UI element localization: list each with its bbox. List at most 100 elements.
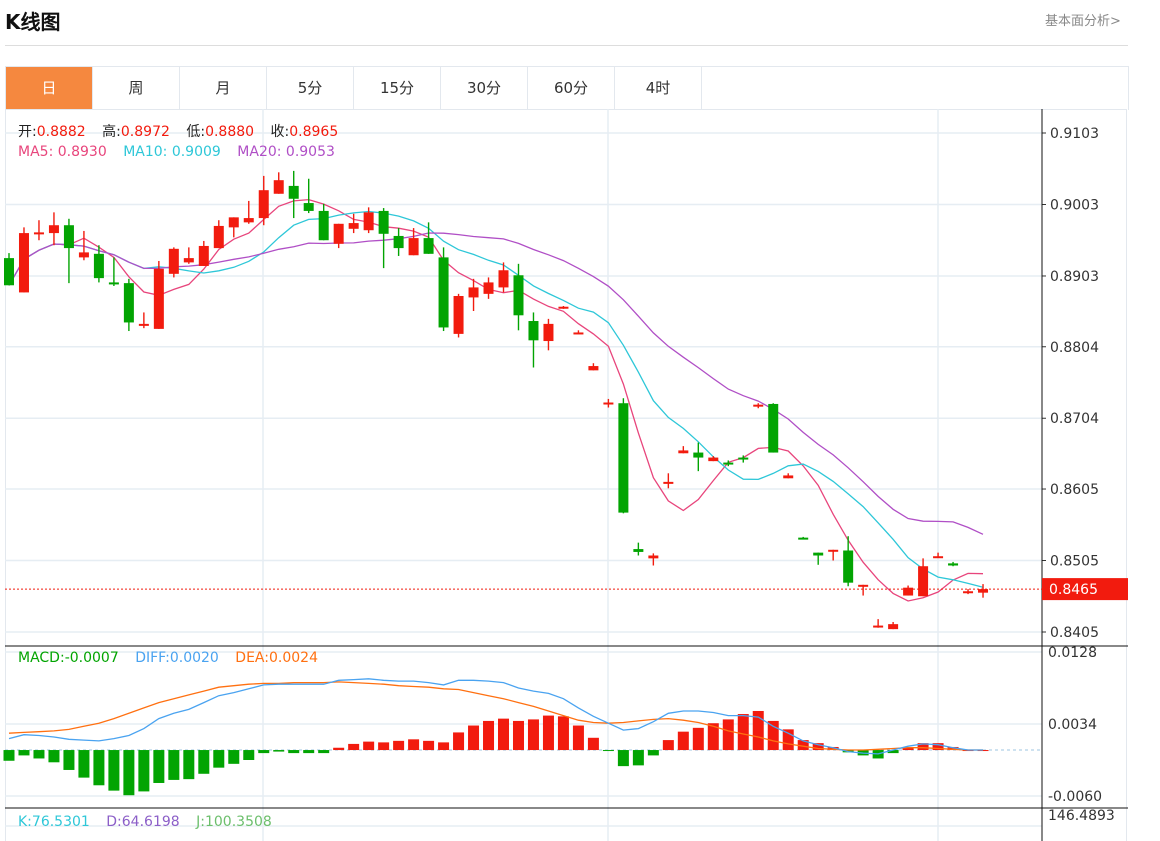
- candle: [258, 175, 269, 226]
- dea-legend-item: DEA:0.0024: [235, 650, 318, 666]
- candle-body: [258, 190, 269, 219]
- dea-label: DEA:: [235, 650, 269, 666]
- macd-bar: [677, 731, 689, 751]
- chart-area[interactable]: [5, 109, 1127, 841]
- macd-bar: [393, 740, 405, 751]
- k-value: 76.5301: [31, 814, 90, 830]
- candle: [873, 619, 884, 628]
- candle: [858, 584, 869, 596]
- candle: [768, 403, 779, 453]
- candle-body: [183, 258, 194, 263]
- candle-body: [708, 457, 719, 462]
- tab-month[interactable]: 月: [180, 67, 267, 110]
- candle-body: [273, 180, 284, 194]
- candle: [543, 318, 554, 351]
- candle-body: [303, 203, 314, 211]
- candle: [618, 398, 629, 514]
- macd-bar: [647, 750, 659, 756]
- macd-value: -0.0007: [64, 650, 119, 666]
- candle-body: [333, 223, 344, 244]
- tab-day[interactable]: 日: [6, 67, 93, 110]
- candle: [228, 217, 239, 238]
- candle-body: [588, 366, 599, 371]
- candle-body: [468, 287, 479, 298]
- tab-5min[interactable]: 5分: [267, 67, 354, 110]
- last-price-label: 0.8465: [1049, 582, 1098, 598]
- candle: [4, 253, 14, 286]
- candle-body: [903, 587, 914, 596]
- candle-body: [693, 452, 704, 458]
- low-value: 0.8880: [205, 124, 255, 140]
- candle-body: [393, 235, 404, 249]
- tab-30min[interactable]: 30分: [441, 67, 528, 110]
- candle-body: [18, 233, 29, 293]
- candle: [423, 222, 434, 254]
- macd-bar: [917, 743, 929, 751]
- candle: [903, 585, 914, 596]
- candle-body: [858, 584, 869, 587]
- candle-body: [738, 457, 749, 460]
- macd-bar: [168, 750, 180, 780]
- candle: [48, 212, 59, 246]
- candle: [723, 460, 734, 467]
- macd-bar: [947, 746, 959, 751]
- candle: [468, 278, 479, 312]
- candle: [978, 584, 989, 598]
- d-legend-item: D:64.6198: [106, 814, 179, 830]
- candle: [108, 257, 119, 286]
- candle-body: [888, 624, 899, 630]
- candle: [663, 473, 674, 489]
- dea-value: 0.0024: [268, 650, 318, 666]
- candle-body: [663, 481, 674, 484]
- candle-body: [723, 462, 734, 465]
- macd-bar: [453, 732, 465, 751]
- candle: [708, 456, 719, 462]
- candle: [378, 208, 389, 269]
- candle: [453, 293, 464, 338]
- candle: [648, 553, 659, 566]
- ma5-line: [8, 198, 984, 602]
- macd-bar: [887, 750, 899, 754]
- macd-bar: [722, 719, 734, 751]
- candle: [588, 363, 599, 371]
- macd-bar: [498, 718, 510, 751]
- candle: [948, 561, 959, 567]
- kdj-legend: K:76.5301 D:64.6198 J:100.3508: [18, 814, 272, 830]
- candle-body: [633, 549, 644, 552]
- macd-bar: [527, 719, 539, 751]
- candle: [78, 230, 89, 261]
- divider: [5, 45, 1128, 46]
- candle-body: [33, 232, 44, 235]
- macd-bar: [288, 750, 300, 754]
- high-value: 0.8972: [120, 124, 170, 140]
- macd-bar: [408, 739, 420, 751]
- ma5-value: 0.8930: [57, 144, 107, 160]
- tab-15min[interactable]: 15分: [354, 67, 441, 110]
- fundamental-analysis-link[interactable]: 基本面分析>: [1045, 14, 1121, 29]
- macd-bar: [572, 725, 584, 751]
- ma10-legend: MA10: 0.9009: [123, 144, 221, 160]
- macd-bar: [108, 750, 120, 791]
- candle-body: [528, 321, 539, 341]
- candle-body: [423, 238, 434, 254]
- candle-body: [138, 323, 149, 326]
- tab-60min[interactable]: 60分: [528, 67, 615, 110]
- candle-body: [213, 225, 224, 249]
- macd-bar: [557, 716, 569, 751]
- macd-bar: [932, 743, 944, 751]
- candle-body: [783, 475, 794, 479]
- price-tick-label: 0.8405: [1050, 625, 1099, 641]
- j-label: J:: [196, 814, 205, 830]
- candle: [483, 277, 494, 299]
- tab-4h[interactable]: 4时: [615, 67, 702, 110]
- macd-bar: [213, 750, 225, 768]
- candle: [33, 220, 44, 241]
- ma5-legend: MA5: 0.8930: [18, 144, 107, 160]
- macd-bar: [3, 750, 15, 761]
- tab-week[interactable]: 周: [93, 67, 180, 110]
- price-tick-label: 0.8804: [1050, 340, 1099, 356]
- candle-body: [378, 210, 389, 234]
- diff-value: 0.0020: [169, 650, 219, 666]
- macd-bar: [782, 729, 794, 751]
